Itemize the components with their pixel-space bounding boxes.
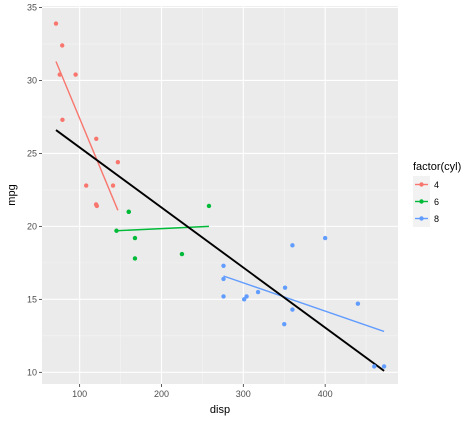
y-tick-label: 35 (27, 2, 37, 12)
legend-key-4: 4 (413, 176, 439, 193)
overall-fit-line (55, 129, 385, 372)
data-point-cyl-8 (282, 285, 288, 290)
data-point-cyl-6 (179, 251, 185, 257)
x-tick-label: 400 (318, 389, 333, 399)
legend-label: 8 (434, 214, 439, 224)
y-tick-label: 15 (27, 294, 37, 304)
data-point-cyl-6 (206, 203, 212, 209)
y-axis-title: mpg (6, 184, 18, 205)
legend: factor(cyl) 4 6 8 (413, 161, 461, 227)
data-point-cyl-4 (83, 183, 89, 188)
minor-gridlines (42, 6, 398, 384)
data-point-cyl-6 (126, 209, 131, 214)
x-tick-label: 200 (154, 389, 169, 399)
legend-key-6: 6 (413, 193, 439, 210)
data-point-cyl-8 (290, 307, 295, 312)
data-point-cyl-4 (94, 136, 99, 142)
x-axis-title: disp (210, 404, 230, 416)
legend-label: 4 (434, 180, 439, 190)
y-tick-label: 25 (27, 148, 37, 158)
data-point-cyl-4 (110, 183, 116, 188)
data-point-cyl-8 (221, 294, 226, 299)
data-point-cyl-8 (255, 289, 261, 295)
data-points (53, 21, 387, 369)
data-point-cyl-6 (132, 235, 138, 241)
fit-lines (55, 61, 385, 372)
major-gridlines (42, 6, 398, 384)
y-tick-label: 10 (27, 367, 37, 377)
data-point-cyl-8 (221, 276, 226, 282)
data-point-cyl-4 (115, 159, 121, 165)
x-tick-label: 100 (72, 389, 87, 399)
fit-line-cyl-6 (116, 225, 209, 232)
x-tick-label: 300 (236, 389, 251, 399)
legend-key-point (419, 216, 424, 221)
data-point-cyl-8 (322, 235, 328, 241)
data-point-cyl-8 (290, 243, 295, 248)
legend-key-8: 8 (413, 210, 439, 227)
fit-line-cyl-8 (223, 275, 385, 333)
data-point-cyl-6 (132, 256, 138, 261)
data-point-cyl-8 (372, 364, 377, 369)
legend-title: factor(cyl) (413, 161, 461, 173)
data-point-cyl-8 (282, 321, 287, 327)
legend-keys: 4 6 8 (413, 176, 439, 227)
y-tick-label: 30 (27, 75, 37, 85)
x-axis: 100 200 300 400 (72, 384, 333, 399)
legend-label: 6 (434, 197, 439, 207)
data-point-cyl-4 (73, 72, 78, 77)
data-point-cyl-4 (57, 72, 62, 77)
data-point-cyl-8 (221, 263, 226, 268)
legend-key-point (419, 199, 424, 204)
data-point-cyl-4 (94, 203, 100, 209)
legend-key-point (419, 182, 424, 187)
fit-line-cyl-4 (55, 61, 119, 211)
data-point-cyl-4 (53, 21, 59, 26)
data-point-cyl-4 (60, 43, 65, 48)
data-point-cyl-8 (241, 297, 247, 302)
data-point-cyl-8 (355, 301, 361, 306)
plot-panel (42, 6, 398, 384)
data-point-cyl-8 (244, 294, 249, 299)
data-point-cyl-4 (60, 117, 65, 123)
y-tick-label: 20 (27, 221, 37, 231)
data-point-cyl-6 (114, 228, 119, 233)
y-axis: 10 15 20 25 30 35 (27, 2, 42, 377)
data-point-cyl-8 (381, 364, 387, 369)
